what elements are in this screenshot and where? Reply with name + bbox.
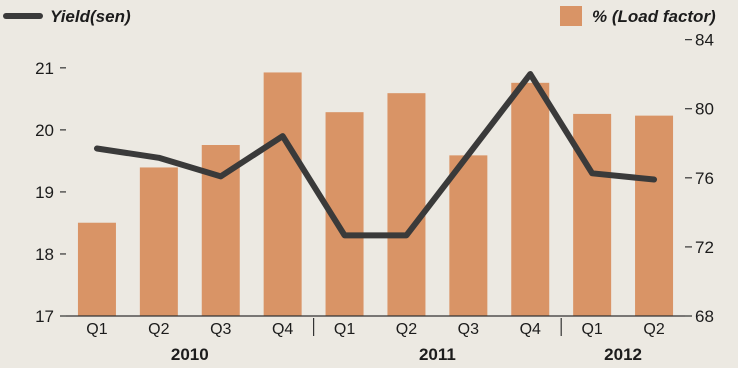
yield-point-3 bbox=[219, 174, 223, 178]
x-tick-label-10: Q2 bbox=[643, 321, 664, 338]
bar-1 bbox=[77, 222, 116, 316]
yield-point-4 bbox=[281, 134, 285, 138]
bar-4 bbox=[263, 72, 302, 316]
bar-8 bbox=[511, 82, 550, 317]
bar-2 bbox=[139, 167, 178, 316]
yield-point-9 bbox=[590, 171, 594, 175]
right-tick-label-80: 80 bbox=[695, 100, 714, 119]
legend-bar-swatch bbox=[560, 6, 582, 26]
right-tick-label-76: 76 bbox=[695, 169, 714, 188]
right-tick-label-84: 84 bbox=[695, 31, 714, 50]
yield-point-10 bbox=[652, 178, 656, 182]
left-tick-label-19: 19 bbox=[35, 183, 54, 202]
x-tick-label-5: Q1 bbox=[334, 321, 355, 338]
yield-line bbox=[93, 71, 658, 239]
axes-layer bbox=[60, 39, 692, 336]
bars-layer bbox=[77, 72, 674, 317]
right-tick-label-72: 72 bbox=[695, 238, 714, 257]
x-tick-label-3: Q3 bbox=[210, 321, 231, 338]
bar-7 bbox=[449, 155, 488, 316]
left-tick-label-20: 20 bbox=[35, 121, 54, 140]
year-label-2010: 2010 bbox=[171, 345, 209, 364]
x-tick-label-7: Q3 bbox=[458, 321, 479, 338]
left-tick-label-18: 18 bbox=[35, 245, 54, 264]
x-tick-label-2: Q2 bbox=[148, 321, 169, 338]
x-tick-label-1: Q1 bbox=[86, 321, 107, 338]
x-tick-label-6: Q2 bbox=[396, 321, 417, 338]
year-label-2011: 2011 bbox=[419, 345, 456, 364]
yield-point-6 bbox=[404, 233, 408, 237]
yield-point-8 bbox=[528, 72, 532, 76]
legend-bar-label: % (Load factor) bbox=[592, 7, 716, 26]
x-tick-label-8: Q4 bbox=[520, 321, 541, 338]
left-tick-label-17: 17 bbox=[35, 307, 54, 326]
yield-point-2 bbox=[157, 156, 161, 160]
bar-6 bbox=[387, 93, 426, 316]
x-tick-label-4: Q4 bbox=[272, 321, 293, 338]
bar-10 bbox=[635, 115, 674, 317]
bar-9 bbox=[573, 113, 612, 316]
legend-line-label: Yield(sen) bbox=[50, 7, 131, 26]
line-layer bbox=[93, 71, 658, 239]
legend: Yield(sen) % (Load factor) bbox=[3, 6, 716, 26]
right-tick-label-68: 68 bbox=[695, 307, 714, 326]
yield-point-5 bbox=[343, 233, 347, 237]
year-label-2012: 2012 bbox=[604, 345, 642, 364]
yield-point-7 bbox=[466, 153, 470, 157]
yield-point-1 bbox=[95, 146, 99, 150]
x-tick-label-9: Q1 bbox=[581, 321, 602, 338]
labels-layer: 17 18 19 20 21 68 72 76 80 84 Q1 Q2 Q3 Q4 Q1 Q2 Q3 Q4 Q1 Q2… bbox=[35, 31, 714, 364]
left-tick-label-21: 21 bbox=[35, 59, 54, 78]
